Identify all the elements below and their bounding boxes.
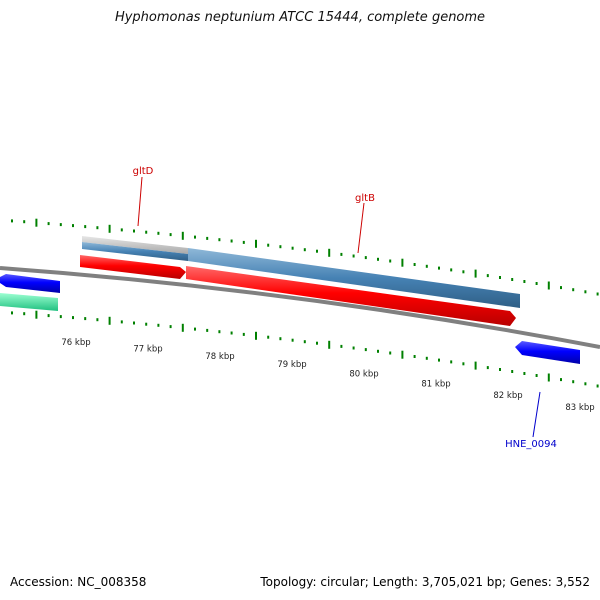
gltb-cds-arrow[interactable] bbox=[186, 266, 516, 326]
ruler-label: 77 kbp bbox=[133, 344, 162, 354]
gltd-label[interactable]: gltD bbox=[133, 166, 154, 177]
ruler-labels: 76 kbp 77 kbp 78 kbp 79 kbp 80 kbp 81 kbp 82 k… bbox=[61, 338, 594, 413]
inner-tick-track bbox=[11, 310, 599, 388]
map-title: Hyphomonas neptunium ATCC 15444, complet… bbox=[114, 10, 486, 25]
gltb-label[interactable]: gltB bbox=[355, 193, 375, 204]
gltd-cds-arrow[interactable] bbox=[80, 255, 186, 279]
gltb-gene-bar[interactable] bbox=[188, 248, 520, 308]
left-reverse-cds-arrow[interactable] bbox=[0, 274, 60, 293]
gltb-leader-line bbox=[357, 202, 365, 254]
outer-tick-track bbox=[11, 218, 599, 296]
ruler-label: 82 kbp bbox=[493, 391, 522, 401]
ruler-label: 78 kbp bbox=[205, 352, 234, 362]
hne0094-label[interactable]: HNE_0094 bbox=[505, 439, 557, 450]
left-teal-cds[interactable] bbox=[0, 293, 58, 311]
genome-summary-text: Topology: circular; Length: 3,705,021 bp… bbox=[260, 575, 590, 589]
accession-text: Accession: NC_008358 bbox=[10, 575, 147, 589]
hne0094-cds-arrow[interactable] bbox=[515, 341, 580, 364]
genome-backbone bbox=[0, 266, 600, 349]
gltd-gray-bar[interactable] bbox=[82, 236, 188, 254]
ruler-label: 81 kbp bbox=[421, 380, 450, 390]
hne0094-leader-line bbox=[532, 391, 541, 438]
ruler-label: 83 kbp bbox=[565, 403, 594, 413]
ruler-label: 76 kbp bbox=[61, 338, 90, 348]
gltd-gene-bar[interactable] bbox=[82, 242, 188, 261]
ruler-label: 80 kbp bbox=[349, 369, 378, 379]
gltd-leader-line bbox=[137, 176, 143, 227]
ruler-label: 79 kbp bbox=[277, 360, 306, 370]
